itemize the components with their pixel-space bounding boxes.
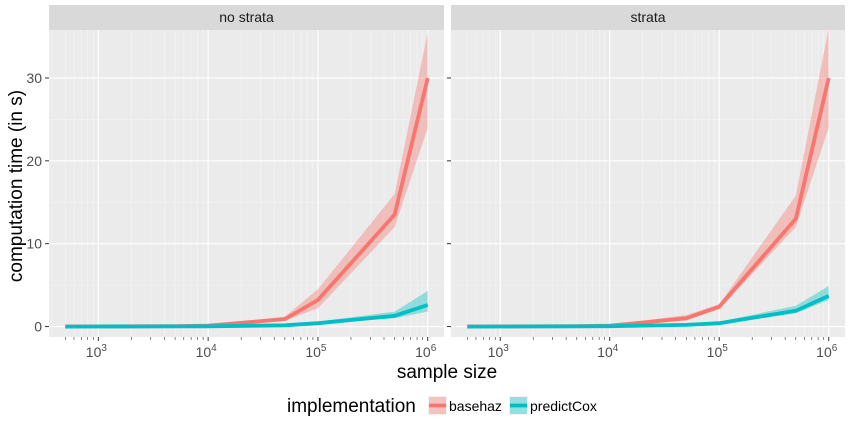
y-tick-label: 20 xyxy=(26,153,42,169)
series-line-predictCox xyxy=(467,294,830,329)
legend-key-basehaz xyxy=(428,396,447,415)
y-axis-label: computation time (in s) xyxy=(6,90,27,282)
legend-label: basehaz xyxy=(449,398,502,414)
panel-background xyxy=(49,30,444,337)
facet-strip-label: strata xyxy=(630,9,665,25)
y-tick-label: 0 xyxy=(34,319,42,335)
y-tick-label: 30 xyxy=(26,70,42,86)
facet-panel-2: strata 103 104 105 106 xyxy=(447,5,845,360)
legend: basehaz predictCox xyxy=(428,396,597,415)
facet-strip-label: no strata xyxy=(219,9,274,25)
x-tick-label: 103 xyxy=(488,343,510,360)
x-tick-label: 105 xyxy=(707,343,729,360)
facet-strip xyxy=(451,5,845,30)
legend-label: predictCox xyxy=(530,398,597,414)
facet-panel-1: no strata 103 104 105 106 0 10 20 30 xyxy=(26,5,444,360)
x-tick-label: 104 xyxy=(597,343,619,360)
legend-title: implementation xyxy=(287,396,416,417)
x-tick-label: 105 xyxy=(305,343,327,360)
x-tick-label: 106 xyxy=(415,343,437,360)
panel-background xyxy=(451,30,845,337)
facet-strip xyxy=(49,5,444,30)
legend-key-predictCox xyxy=(509,396,528,415)
x-tick-label: 106 xyxy=(816,343,838,360)
x-tick-label: 104 xyxy=(196,343,218,360)
y-tick-label: 10 xyxy=(26,236,42,252)
series-line-predictCox xyxy=(65,303,429,329)
x-tick-label: 103 xyxy=(86,343,108,360)
x-axis-label: sample size xyxy=(397,362,497,383)
